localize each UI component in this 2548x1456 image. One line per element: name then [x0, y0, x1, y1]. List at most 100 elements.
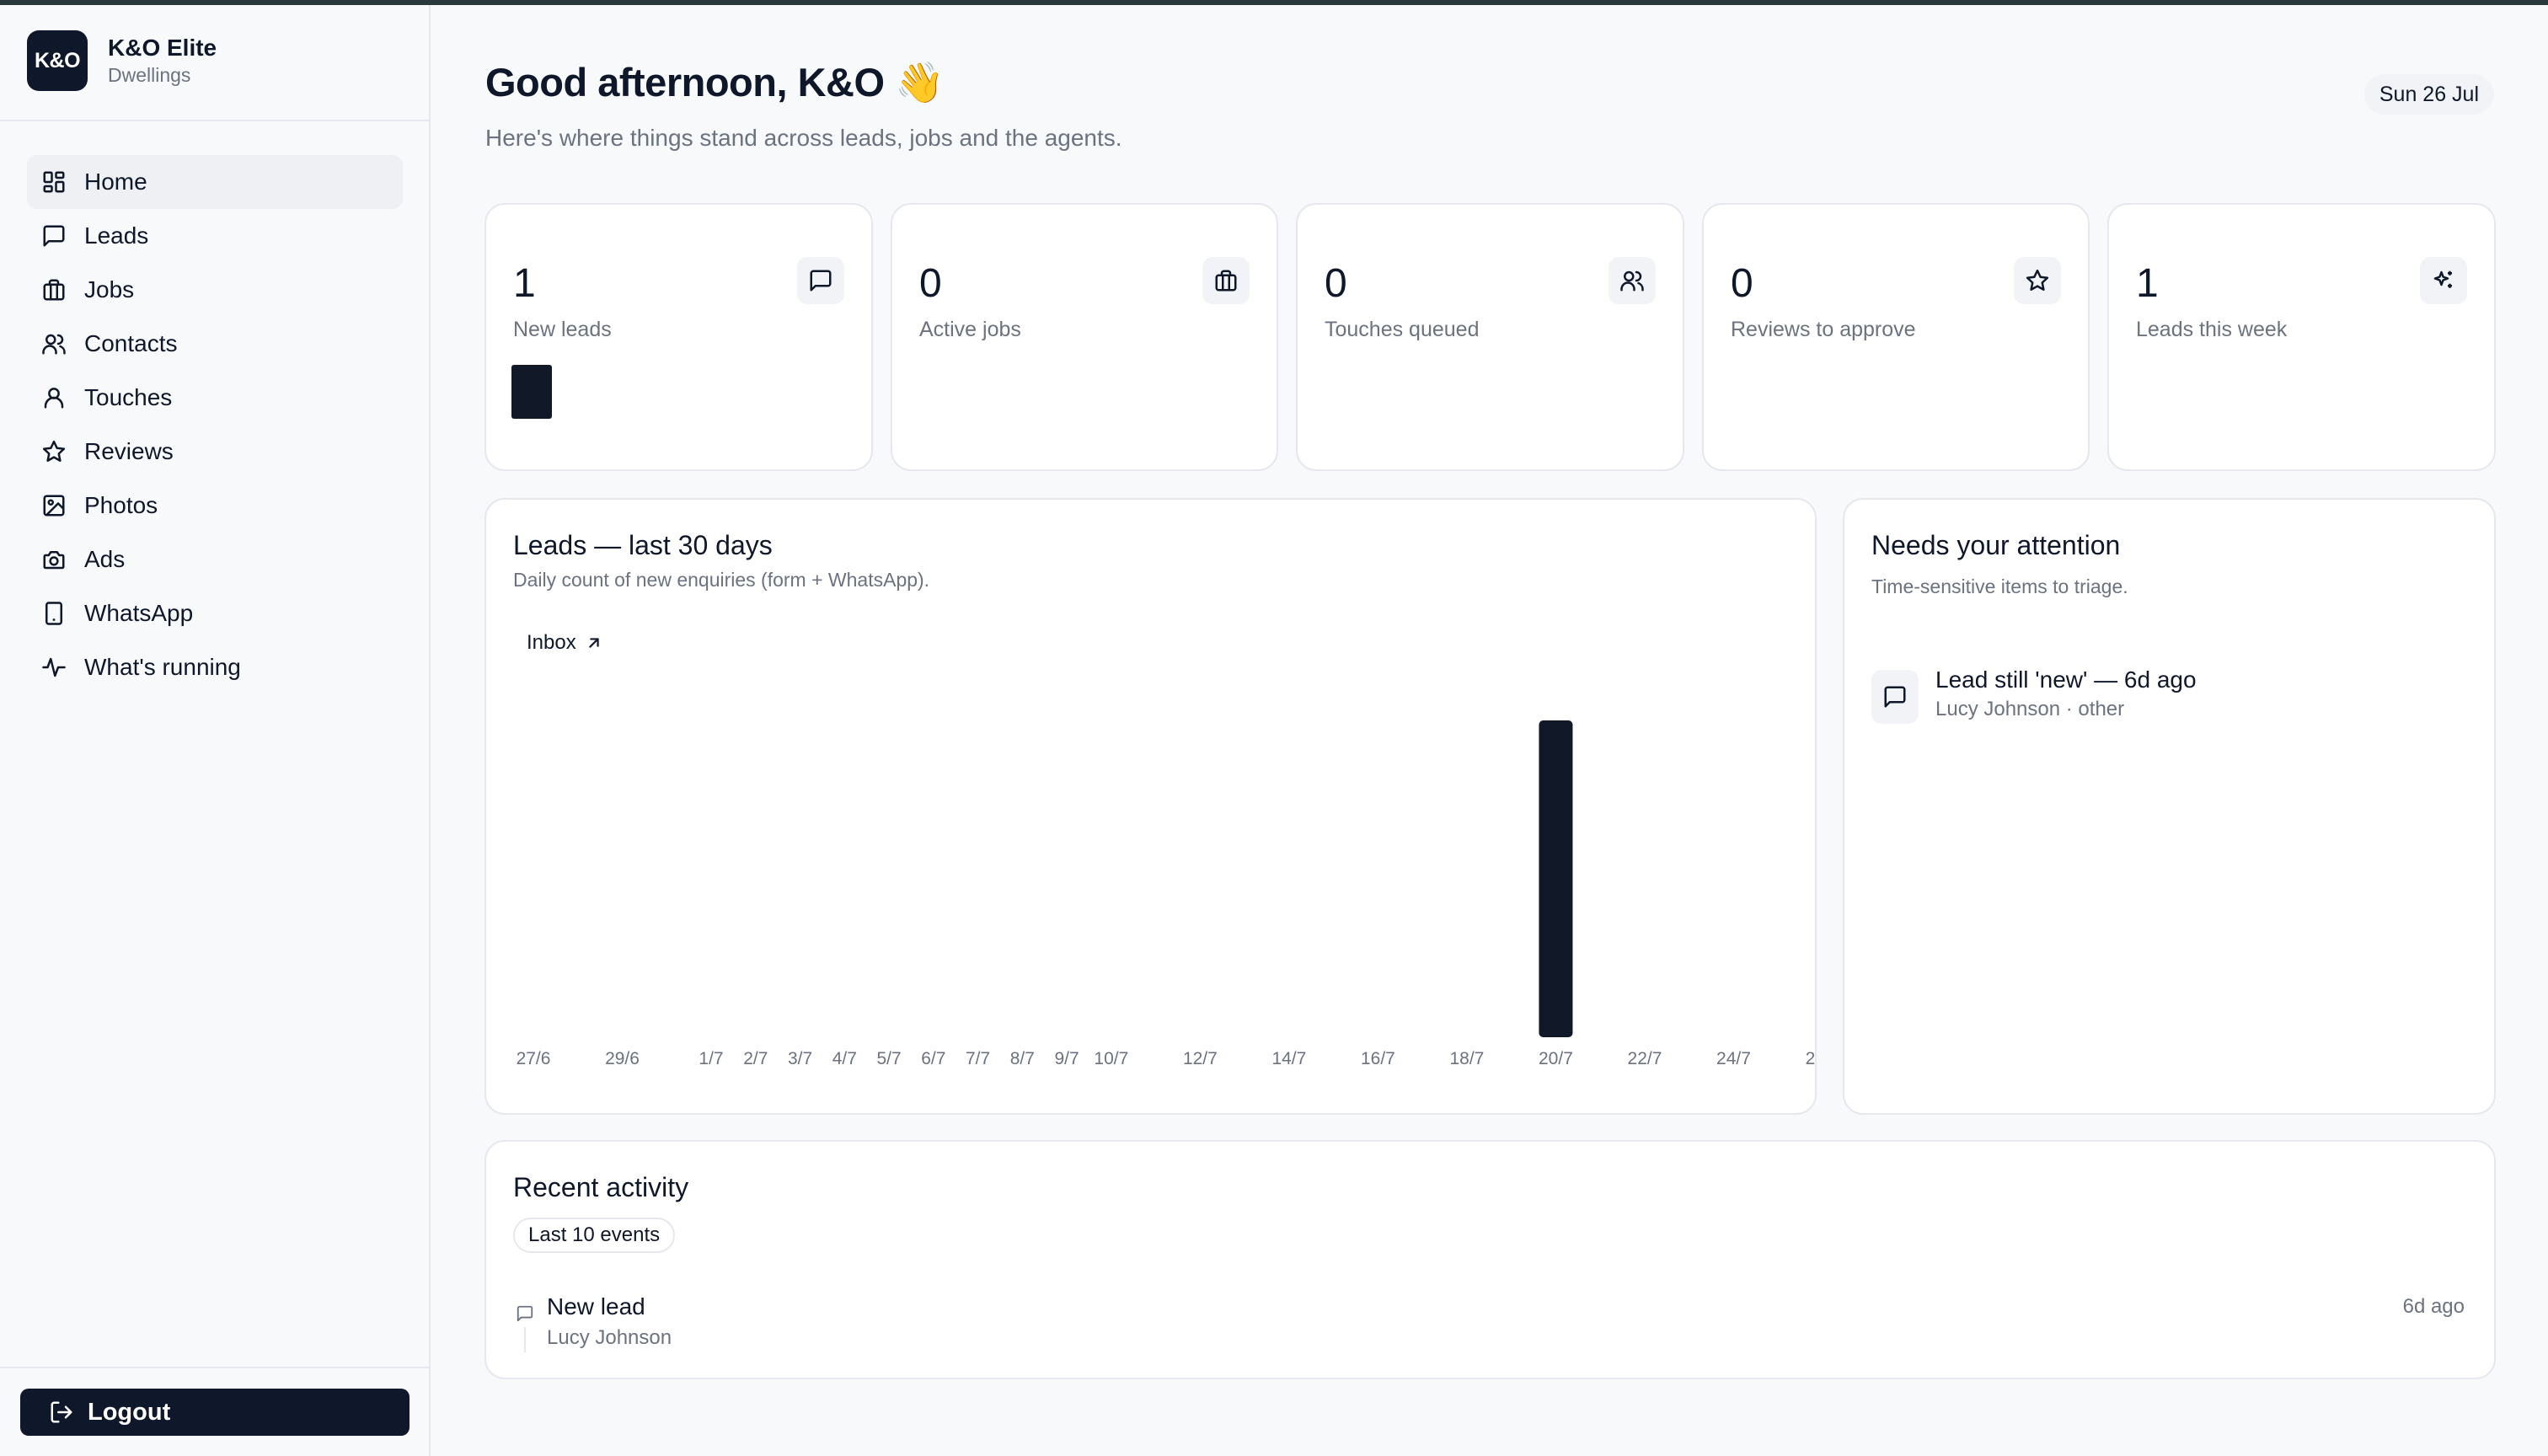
sidebar-item-touches[interactable]: Touches: [27, 371, 403, 425]
inbox-link[interactable]: Inbox: [513, 624, 617, 661]
chart-tick-label: 14/7: [1271, 1049, 1306, 1068]
stat-card-active-jobs[interactable]: 0 Active jobs: [891, 203, 1278, 471]
message-icon: [797, 257, 844, 304]
star-icon: [2014, 257, 2061, 304]
sparkles-icon: [2420, 257, 2467, 304]
date-badge: Sun 26 Jul: [2363, 74, 2494, 115]
activity-item-time: 6d ago: [2402, 1295, 2465, 1318]
message-icon: [40, 222, 67, 249]
users-icon: [1609, 257, 1656, 304]
attention-item-title: Lead still 'new' — 6d ago: [1935, 666, 2197, 693]
chart-tick-label: 6/7: [921, 1049, 945, 1068]
brand-name: K&O Elite: [108, 35, 217, 61]
chart-tick-label: 22/7: [1628, 1049, 1662, 1068]
attention-item[interactable]: Lead still 'new' — 6d ago Lucy Johnson ·…: [1871, 665, 2197, 724]
sidebar-divider: [0, 120, 429, 121]
sidebar-item-jobs[interactable]: Jobs: [27, 263, 403, 317]
phone-icon: [40, 600, 67, 627]
grid-icon: [40, 169, 67, 195]
page-subtitle: Here's where things stand across leads, …: [485, 125, 1122, 151]
sidebar: K&O K&O Elite Dwellings Home Leads Jobs: [0, 5, 431, 1456]
activity-item-title: New lead: [547, 1293, 645, 1320]
user-icon: [40, 384, 67, 411]
stat-card-reviews-to-approve[interactable]: 0 Reviews to approve: [1702, 203, 2090, 471]
stat-label: New leads: [513, 318, 612, 341]
sidebar-item-ads[interactable]: Ads: [27, 533, 403, 586]
attention-title: Needs your attention: [1871, 530, 2121, 560]
activity-title: Recent activity: [513, 1172, 689, 1202]
chart-tick-label: 27/6: [517, 1049, 551, 1068]
star-icon: [40, 438, 67, 465]
activity-item[interactable]: New lead Lucy Johnson 6d ago: [513, 1292, 2465, 1359]
sidebar-item-label: What's running: [84, 654, 241, 680]
sidebar-item-leads[interactable]: Leads: [27, 209, 403, 263]
chart-tick-label: 18/7: [1449, 1049, 1484, 1068]
stat-value: 1: [513, 261, 536, 306]
page-title: Good afternoon, K&O 👋: [485, 60, 945, 104]
chart-tick-label: 16/7: [1361, 1049, 1395, 1068]
chart-tick-label: 10/7: [1094, 1049, 1128, 1068]
attention-item-meta: Lucy Johnson · other: [1935, 698, 2125, 720]
stat-card-touches-queued[interactable]: 0 Touches queued: [1296, 203, 1684, 471]
logout-label: Logout: [88, 1398, 171, 1426]
stat-label: Active jobs: [919, 318, 1021, 341]
chart-subtitle: Daily count of new enquiries (form + Wha…: [513, 569, 930, 591]
activity-icon: [40, 654, 67, 681]
sidebar-item-label: Contacts: [84, 330, 178, 356]
stat-label: Touches queued: [1325, 318, 1480, 341]
stat-card-leads-this-week[interactable]: 1 Leads this week: [2107, 203, 2496, 471]
stat-label: Reviews to approve: [1731, 318, 1916, 341]
chart-tick-label: 9/7: [1055, 1049, 1079, 1068]
stat-value: 0: [1325, 261, 1347, 306]
camera-icon: [40, 546, 67, 573]
chart-tick-label: 8/7: [1010, 1049, 1035, 1068]
sidebar-item-home[interactable]: Home: [27, 155, 403, 209]
chart-tick-label: 29/6: [605, 1049, 640, 1068]
sidebar-item-whatsapp[interactable]: WhatsApp: [27, 586, 403, 640]
chart-bar-20-7[interactable]: [1539, 720, 1573, 1037]
sidebar-item-contacts[interactable]: Contacts: [27, 317, 403, 371]
sidebar-item-label: Jobs: [84, 276, 135, 302]
brand[interactable]: K&O K&O Elite Dwellings: [27, 30, 217, 91]
briefcase-icon: [1202, 257, 1250, 304]
sidebar-item-reviews[interactable]: Reviews: [27, 425, 403, 479]
stat-value: 1: [2136, 261, 2159, 306]
chart-tick-label: 12/7: [1183, 1049, 1218, 1068]
attention-subtitle: Time-sensitive items to triage.: [1871, 575, 2128, 597]
chart-tick-label: 24/7: [1716, 1049, 1751, 1068]
sidebar-item-label: Home: [84, 169, 147, 195]
chart-tick-label: 3/7: [788, 1049, 812, 1068]
inbox-link-label: Inbox: [527, 631, 576, 654]
logout-button[interactable]: Logout: [20, 1389, 410, 1436]
chart-tick-label: 26/7: [1806, 1049, 1815, 1068]
stat-card-new-leads[interactable]: 1 New leads: [484, 203, 873, 471]
leads-bar-chart: 27/6 29/6 1/7 2/7 3/7 4/7 5/7 6/7 7/7 8/7 9/7 10/7 1…: [517, 720, 1815, 1068]
image-icon: [40, 492, 67, 519]
stat-value: 0: [1731, 261, 1753, 306]
sidebar-item-label: Photos: [84, 492, 158, 518]
chart-tick-label: 1/7: [699, 1049, 723, 1068]
chart-tick-label: 20/7: [1539, 1049, 1573, 1068]
sparkline-bar: [511, 365, 552, 419]
sidebar-nav: Home Leads Jobs Contacts Touches: [27, 155, 403, 694]
chart-tick-label: 2/7: [743, 1049, 768, 1068]
brand-subtitle: Dwellings: [108, 64, 191, 86]
sidebar-footer-divider: [0, 1367, 429, 1368]
chart-tick-label: 4/7: [832, 1049, 857, 1068]
sidebar-item-label: Leads: [84, 222, 149, 249]
brand-text: K&O Elite Dwellings: [108, 34, 217, 88]
message-icon: [513, 1302, 537, 1325]
briefcase-icon: [40, 276, 67, 303]
chart-title: Leads — last 30 days: [513, 530, 773, 560]
sidebar-item-label: WhatsApp: [84, 600, 194, 626]
recent-activity-card: Recent activity Last 10 events New lead …: [484, 1140, 2496, 1379]
attention-card: Needs your attention Time-sensitive item…: [1843, 498, 2496, 1115]
sidebar-item-whats-running[interactable]: What's running: [27, 640, 403, 694]
top-accent-bar: [0, 0, 2548, 5]
sidebar-item-label: Ads: [84, 546, 126, 572]
sidebar-item-label: Touches: [84, 384, 173, 410]
events-filter-chip[interactable]: Last 10 events: [513, 1218, 676, 1253]
arrow-up-right-icon: [589, 638, 599, 648]
activity-item-meta: Lucy Johnson: [547, 1326, 672, 1349]
sidebar-item-photos[interactable]: Photos: [27, 479, 403, 533]
